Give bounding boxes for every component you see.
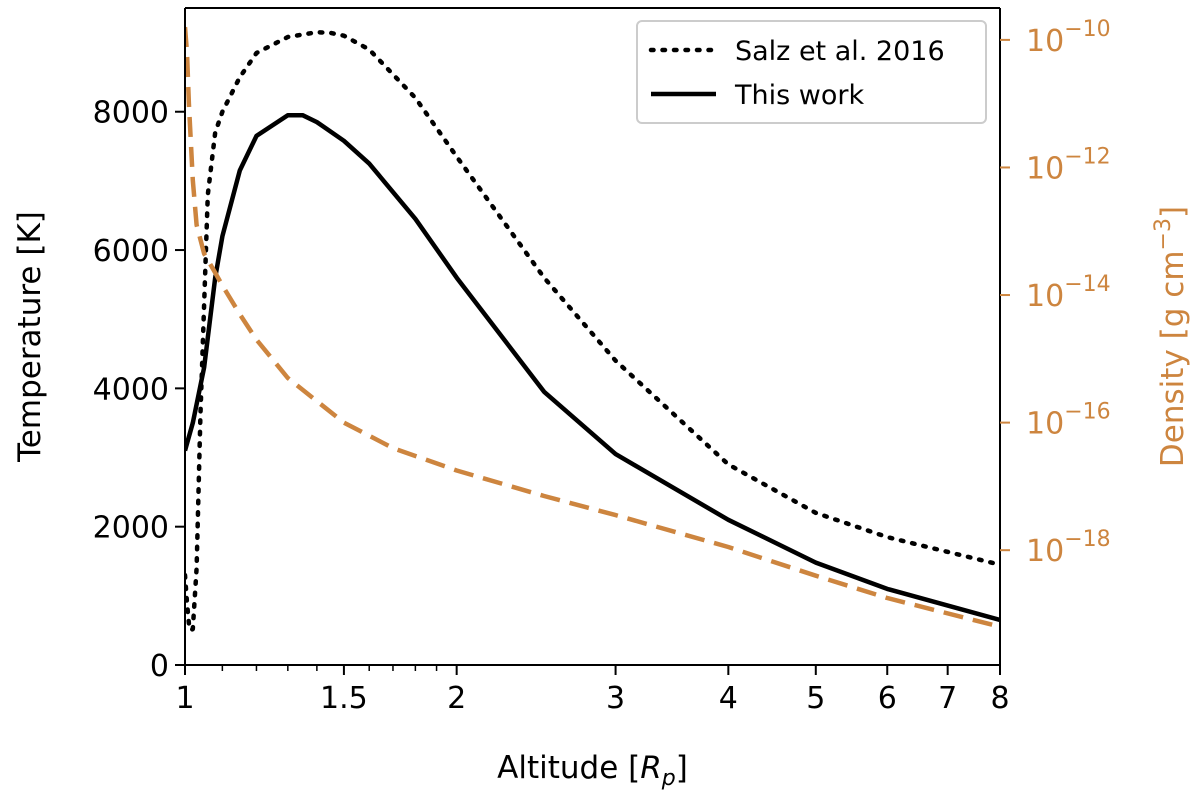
y2-tick-base: 10 [1026, 24, 1064, 59]
x-tick-label: 1 [175, 681, 194, 716]
x-tick-label: 8 [990, 681, 1009, 716]
x-axis-title-main: Altitude [ [497, 750, 640, 786]
y2-axis-title: Density [g cm−3] [1151, 206, 1191, 467]
legend-box [636, 20, 987, 124]
y2-tick-base: 10 [1026, 279, 1064, 314]
y2-tick-exponent: −10 [1064, 17, 1110, 42]
y2-axis-title-close: ] [1155, 206, 1191, 218]
y2-tick-label: 10−18 [1026, 527, 1111, 569]
legend-label: Salz et al. 2016 [735, 36, 945, 67]
x-axis-title-symbol: R [640, 750, 662, 786]
x-tick-label: 4 [719, 681, 738, 716]
x-axis-title-close: ] [676, 750, 688, 786]
y-tick-label: 0 [150, 649, 169, 684]
legend-label: This work [734, 80, 864, 111]
x-tick-label: 6 [878, 681, 897, 716]
y2-tick-base: 10 [1026, 534, 1064, 569]
x-tick-label: 7 [938, 681, 957, 716]
x-tick-label: 3 [606, 681, 625, 716]
y2-tick-exponent: −16 [1064, 400, 1110, 425]
x-tick-label: 1.5 [320, 681, 368, 716]
y2-tick-exponent: −12 [1064, 144, 1110, 169]
axes-layer: 1 1.5 2 3 4 5 6 7 80200040006000800010−1010−1210… [12, 7, 1191, 791]
y2-tick-label: 10−16 [1026, 400, 1111, 442]
x-axis-title-subscript: p [661, 766, 676, 791]
y-tick-label: 4000 [93, 372, 169, 407]
y-tick-label: 6000 [93, 234, 169, 269]
series-line-salz-et-al-2016 [185, 29, 1000, 633]
y-tick-label: 8000 [93, 96, 169, 131]
x-axis-title: Altitude [Rp] [497, 750, 688, 791]
y2-tick-exponent: −18 [1064, 527, 1110, 552]
x-tick-label: 5 [806, 681, 825, 716]
series-line-density [185, 26, 1000, 629]
y2-tick-base: 10 [1026, 151, 1064, 186]
legend: Salz et al. 2016 This work [636, 20, 987, 124]
y2-axis-title-exponent: −3 [1151, 218, 1176, 250]
y-tick-label: 2000 [93, 511, 169, 546]
y2-tick-base: 10 [1026, 407, 1064, 442]
x-tick-label: 2 [447, 681, 466, 716]
y2-tick-label: 10−12 [1026, 144, 1111, 186]
y2-tick-exponent: −14 [1064, 272, 1110, 297]
y2-axis-title-main: Density [g cm [1155, 250, 1191, 467]
series-line-this-work [185, 112, 1000, 623]
y2-tick-label: 10−10 [1026, 17, 1111, 59]
y-axis-title: Temperature [K] [12, 211, 48, 463]
series-layer [185, 26, 1000, 633]
y2-tick-label: 10−14 [1026, 272, 1111, 314]
